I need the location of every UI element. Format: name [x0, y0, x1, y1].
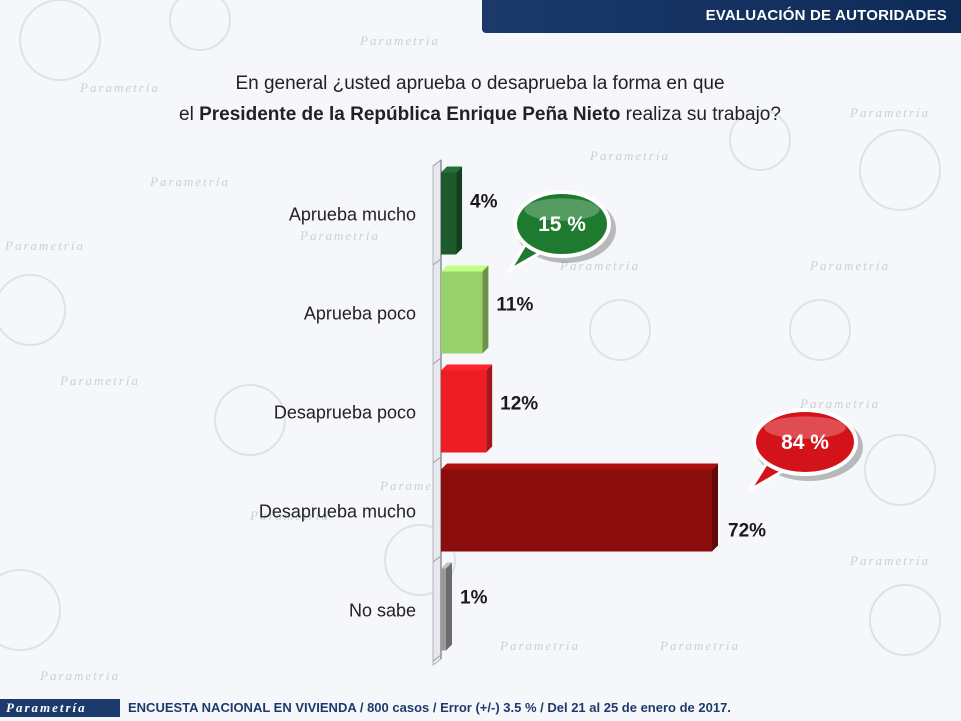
callout-gloss: [524, 198, 600, 221]
axis-tick: [432, 357, 442, 365]
watermark-text: Parametría: [79, 80, 160, 95]
callout-gloss: [764, 416, 846, 439]
bar-side: [486, 364, 493, 453]
bar-top: [441, 562, 452, 569]
value-label: 72%: [728, 521, 766, 542]
watermark-text: Parametría: [149, 174, 230, 189]
bar-top: [441, 463, 718, 470]
axis-tick: [432, 159, 442, 167]
watermark-text: Parametría: [499, 638, 580, 653]
question-line-2-suffix: realiza su trabajo?: [620, 104, 781, 125]
category-label: No sabe: [349, 601, 416, 621]
watermark-text: Parametría: [4, 238, 85, 253]
bar-group: [441, 166, 463, 255]
bar-top: [441, 364, 493, 371]
question-text: En general ¿usted aprueba o desaprueba l…: [120, 68, 840, 130]
bar-group: [441, 562, 452, 651]
callout-text: 84 %: [781, 431, 829, 454]
bar: [441, 172, 457, 255]
watermark-text: Parametría: [849, 105, 930, 120]
header-bar: EVALUACIÓN DE AUTORIDADES: [482, 0, 961, 33]
watermark-text: Parametría: [299, 228, 380, 243]
bar-group: [441, 463, 718, 552]
watermark-text: Parametría: [589, 148, 670, 163]
callout-ellipse: [752, 408, 858, 476]
footer-logo: Parametría: [0, 699, 120, 717]
bar: [441, 568, 446, 651]
bar-group: [441, 364, 493, 453]
bar: [441, 271, 483, 354]
callout-ellipse: [513, 190, 611, 258]
axis-tick: [432, 555, 442, 563]
axis-wall: [432, 159, 442, 666]
footer-text: ENCUESTA NACIONAL EN VIVIENDA / 800 caso…: [128, 700, 731, 715]
value-label: 11%: [496, 295, 533, 316]
watermark-text: Parametría: [799, 396, 880, 411]
question-line-2: el Presidente de la República Enrique Pe…: [120, 99, 840, 130]
watermark-text: Parametría: [359, 33, 440, 48]
watermark-text: Parametría: [559, 258, 640, 273]
bar-side: [482, 265, 489, 354]
question-line-2-bold: Presidente de la República Enrique Peña …: [199, 104, 621, 125]
watermark-text: Parametría: [809, 258, 890, 273]
watermark-text: Parametría: [249, 508, 330, 523]
bar-side: [446, 562, 452, 651]
watermark-text: Parametría: [59, 373, 140, 388]
axis-tick: [432, 258, 442, 266]
callout-bubble: 84 %: [748, 408, 863, 492]
bar-top: [441, 166, 463, 173]
watermark-text: Parametría: [849, 553, 930, 568]
category-label: Desaprueba poco: [274, 403, 416, 423]
watermark-text: Parametría: [39, 668, 120, 683]
bar: [441, 370, 487, 453]
header-title: EVALUACIÓN DE AUTORIDADES: [705, 7, 947, 24]
category-label: Aprueba mucho: [289, 205, 416, 225]
bar-top: [441, 265, 489, 272]
callout-text: 15 %: [538, 213, 586, 236]
value-label: 4%: [470, 192, 498, 213]
value-label: 1%: [460, 588, 488, 609]
axis-tick: [432, 456, 442, 464]
value-label: 12%: [500, 394, 538, 415]
bar-group: [441, 265, 489, 354]
bar-side: [456, 166, 463, 255]
question-line-2-prefix: el: [179, 104, 200, 125]
category-label: Desaprueba mucho: [259, 502, 416, 522]
axis-tick: [432, 654, 442, 662]
question-line-1: En general ¿usted aprueba o desaprueba l…: [235, 73, 725, 94]
callout-bubble: 15 %: [505, 190, 616, 275]
footer: Parametría ENCUESTA NACIONAL EN VIVIENDA…: [0, 696, 961, 721]
watermark-text: Parametría: [659, 638, 740, 653]
bar: [441, 469, 712, 552]
bar-side: [712, 463, 718, 552]
category-label: Aprueba poco: [304, 304, 416, 324]
